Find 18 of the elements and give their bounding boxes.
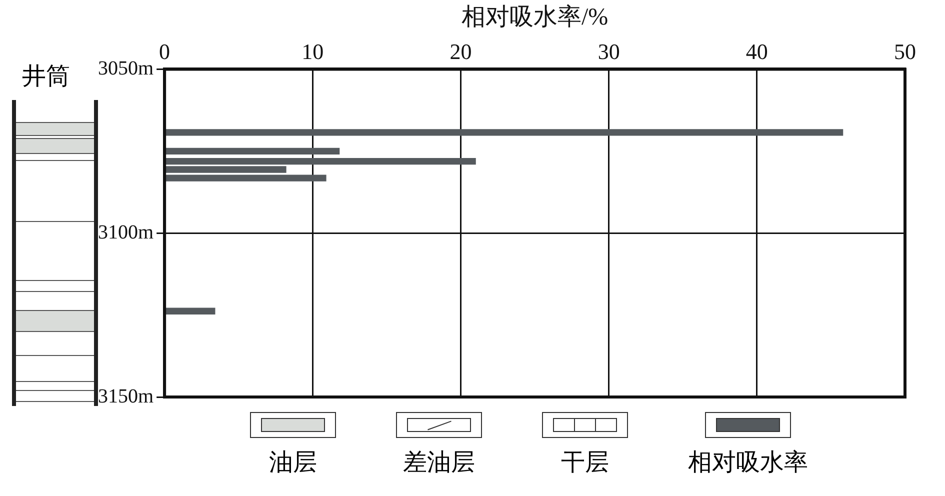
x-tick-label: 30: [598, 38, 620, 64]
y-tick-label: 3100m: [98, 221, 154, 244]
x-axis-title: 相对吸水率/%: [461, 4, 608, 31]
bar: [164, 148, 340, 154]
legend-label: 干层: [561, 449, 609, 478]
bar: [164, 308, 216, 314]
legend-label: 油层: [269, 449, 317, 478]
x-tick-label: 40: [746, 38, 768, 64]
text: 井筒: [22, 63, 70, 92]
y-tick-label: 3050m: [98, 57, 154, 80]
x-tick-label: 20: [450, 38, 472, 64]
y-tick-label: 3150m: [98, 385, 154, 408]
bar: [164, 129, 844, 136]
x-tick-label: 0: [159, 38, 170, 64]
x-tick-label: 10: [302, 38, 324, 64]
legend-label: 相对吸水率: [688, 448, 808, 478]
x-tick-label: 50: [894, 38, 916, 64]
legend-label: 差油层: [403, 449, 475, 478]
